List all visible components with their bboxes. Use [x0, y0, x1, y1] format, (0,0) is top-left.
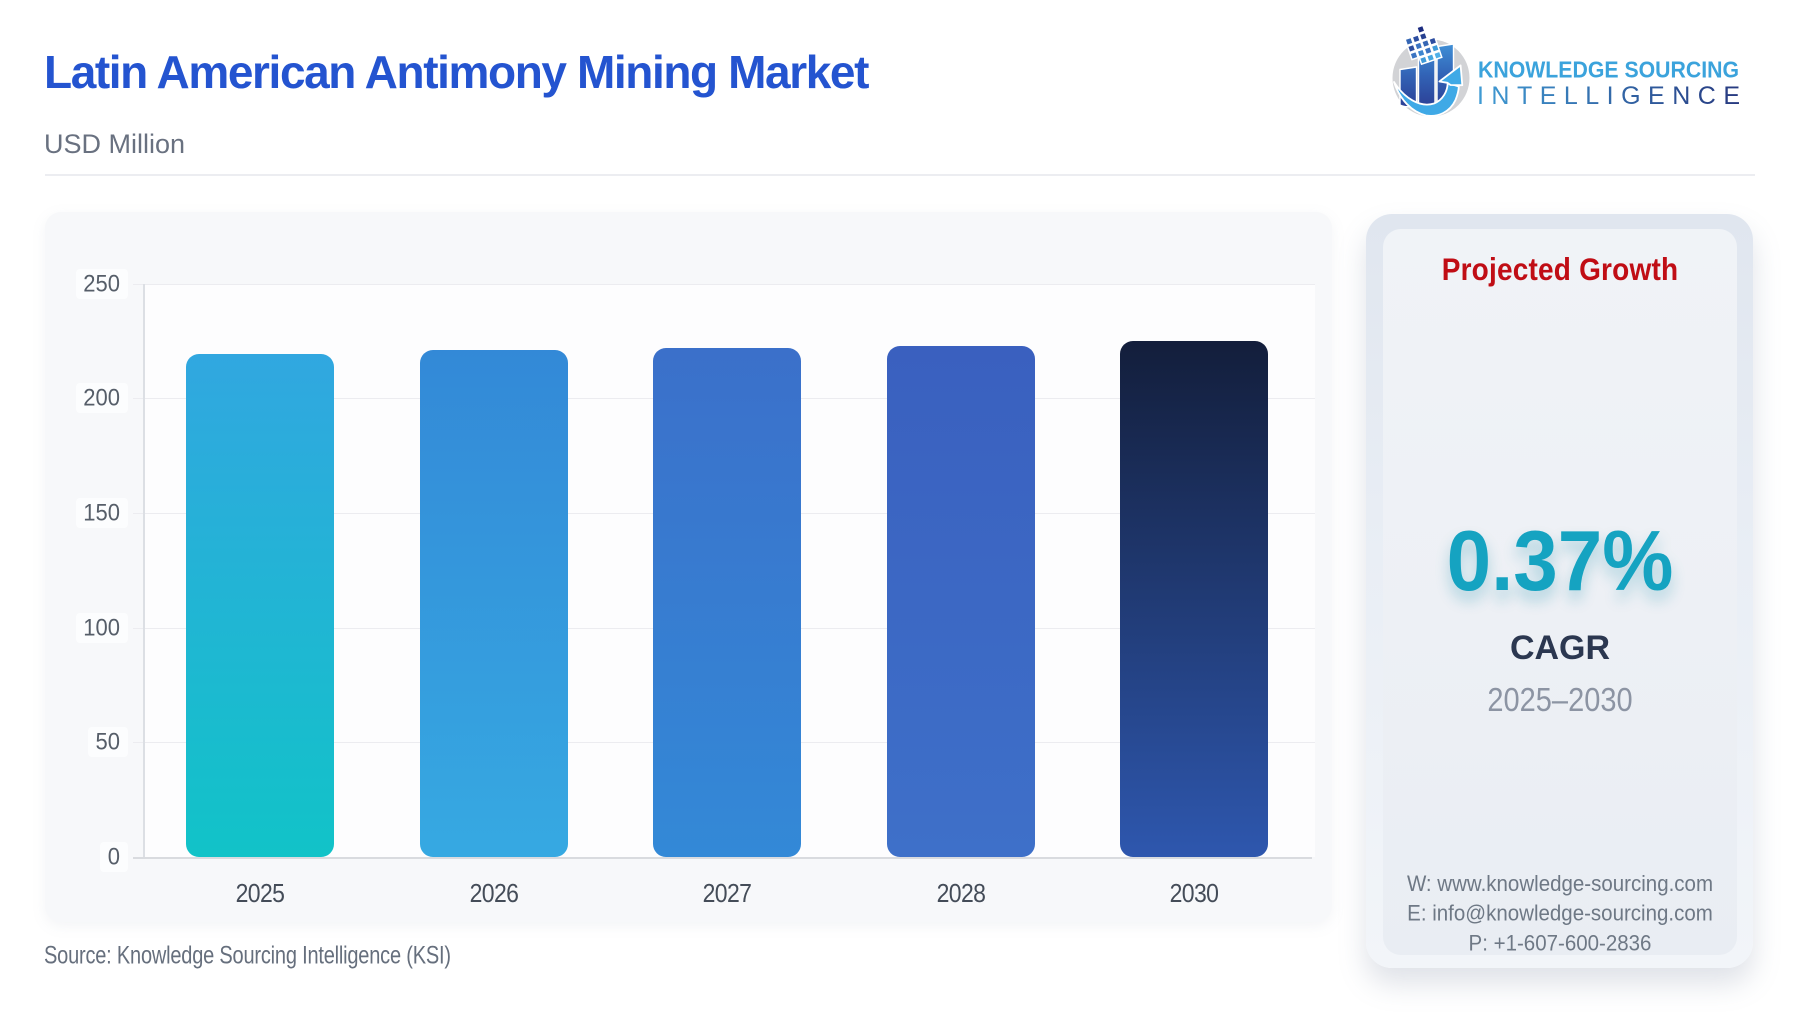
svg-text:INTELLIGENCE: INTELLIGENCE — [1477, 82, 1740, 110]
svg-text:KNOWLEDGE SOURCING: KNOWLEDGE SOURCING — [1478, 57, 1739, 83]
